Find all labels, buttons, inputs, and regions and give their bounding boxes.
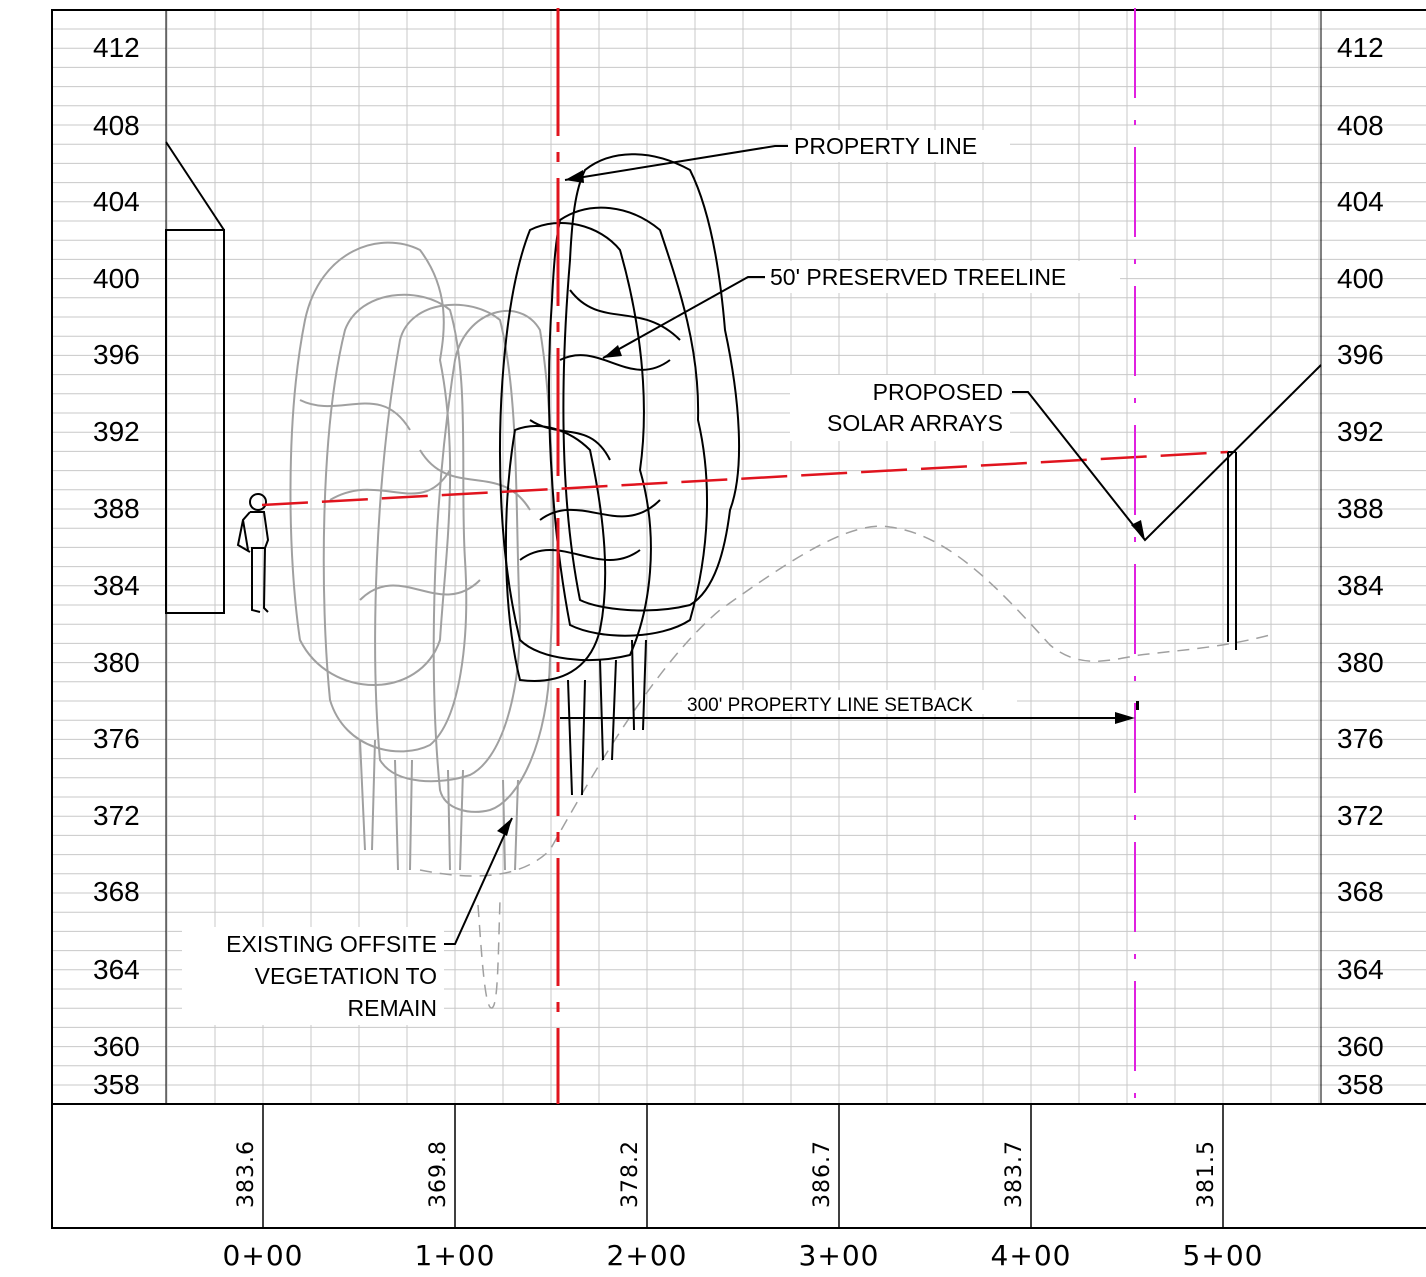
station-label: 1+00 bbox=[415, 1239, 496, 1272]
ground-elevation-value: 383.7 bbox=[1002, 1140, 1027, 1208]
label-bg bbox=[765, 261, 1120, 293]
elevation-labels-left: 412 408 404 400 396 392 388 384 380 376 … bbox=[93, 32, 140, 1100]
vegetation-leader bbox=[441, 817, 513, 945]
preserved-treeline bbox=[499, 153, 741, 796]
elevation-label: 404 bbox=[1337, 186, 1384, 217]
ground-elevation-value: 386.7 bbox=[810, 1140, 835, 1208]
setback-dimension bbox=[560, 701, 1139, 724]
solar-arrays-label-2: SOLAR ARRAYS bbox=[827, 410, 1003, 436]
solar-arrays-leader bbox=[1012, 364, 1322, 542]
ground-elevation-value: 378.2 bbox=[618, 1140, 643, 1208]
elevation-label: 372 bbox=[93, 800, 140, 831]
elevation-label: 400 bbox=[93, 263, 140, 294]
treeline-label: 50' PRESERVED TREELINE bbox=[770, 264, 1066, 290]
elevation-label: 364 bbox=[1337, 954, 1384, 985]
elevation-label: 360 bbox=[93, 1031, 140, 1062]
elevation-label: 408 bbox=[1337, 110, 1384, 141]
grid bbox=[52, 10, 1426, 1104]
vegetation-label-3: REMAIN bbox=[348, 995, 437, 1021]
person-figure bbox=[236, 493, 270, 613]
elevation-label: 376 bbox=[93, 723, 140, 754]
elevation-label: 388 bbox=[93, 493, 140, 524]
station-labels: 0+00 1+00 2+00 3+00 4+00 5+00 bbox=[223, 1239, 1264, 1272]
elevation-label: 392 bbox=[93, 416, 140, 447]
structure-leader bbox=[165, 141, 225, 231]
treeline-leader bbox=[602, 276, 768, 359]
elevation-label: 372 bbox=[1337, 800, 1384, 831]
vegetation-label-1: EXISTING OFFSITE bbox=[226, 931, 437, 957]
existing-structure bbox=[165, 229, 225, 614]
elevation-label: 368 bbox=[93, 876, 140, 907]
sight-line bbox=[261, 450, 1229, 507]
label-bg bbox=[788, 130, 1010, 162]
elevation-label: 392 bbox=[1337, 416, 1384, 447]
elevation-label: 358 bbox=[1337, 1069, 1384, 1100]
station-label: 0+00 bbox=[223, 1239, 304, 1272]
vegetation-label-2: VEGETATION TO bbox=[255, 963, 437, 989]
label-bg bbox=[182, 927, 444, 1025]
elevation-label: 368 bbox=[1337, 876, 1384, 907]
elevation-label: 364 bbox=[93, 954, 140, 985]
ground-elevation-values: 383.6 369.8 378.2 386.7 383.7 381.5 bbox=[234, 1140, 1219, 1208]
property-line-label: PROPERTY LINE bbox=[794, 133, 977, 159]
solar-arrays-label-1: PROPOSED bbox=[873, 379, 1003, 405]
elevation-label: 412 bbox=[1337, 32, 1384, 63]
elevation-label: 412 bbox=[93, 32, 140, 63]
elevation-label: 400 bbox=[1337, 263, 1384, 294]
existing-ground-dip bbox=[477, 899, 501, 1009]
solar-array bbox=[1227, 451, 1237, 650]
frame bbox=[51, 9, 1426, 1229]
setback-label: 300' PROPERTY LINE SETBACK bbox=[687, 695, 973, 716]
elevation-label: 388 bbox=[1337, 493, 1384, 524]
station-label: 4+00 bbox=[991, 1239, 1072, 1272]
elevation-label: 384 bbox=[93, 570, 140, 601]
elevation-label: 380 bbox=[93, 647, 140, 678]
elevation-label: 404 bbox=[93, 186, 140, 217]
elevation-labels-right: 412 408 404 400 396 392 388 384 380 376 … bbox=[1337, 32, 1384, 1100]
elevation-label: 376 bbox=[1337, 723, 1384, 754]
label-bg bbox=[790, 375, 1010, 441]
elevation-label: 358 bbox=[93, 1069, 140, 1100]
station-label: 5+00 bbox=[1183, 1239, 1264, 1272]
ground-elevation-value: 369.8 bbox=[426, 1140, 451, 1208]
elevation-label: 360 bbox=[1337, 1031, 1384, 1062]
leaders bbox=[441, 145, 1322, 945]
elevation-label: 396 bbox=[93, 339, 140, 370]
property-line-leader bbox=[564, 145, 790, 181]
ground-elevation-value: 381.5 bbox=[1194, 1140, 1219, 1208]
station-label: 3+00 bbox=[799, 1239, 880, 1272]
station-label: 2+00 bbox=[607, 1239, 688, 1272]
label-bg bbox=[682, 690, 1017, 714]
elevation-label: 396 bbox=[1337, 339, 1384, 370]
existing-offsite-vegetation bbox=[289, 241, 554, 871]
ground-elevation-value: 383.6 bbox=[234, 1140, 259, 1208]
elevation-label: 384 bbox=[1337, 570, 1384, 601]
elevation-label: 380 bbox=[1337, 647, 1384, 678]
elevation-label: 408 bbox=[93, 110, 140, 141]
